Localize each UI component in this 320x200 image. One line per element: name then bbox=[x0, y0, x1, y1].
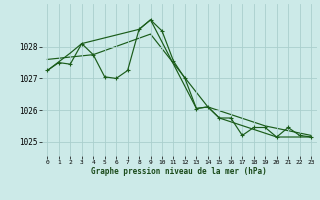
X-axis label: Graphe pression niveau de la mer (hPa): Graphe pression niveau de la mer (hPa) bbox=[91, 167, 267, 176]
